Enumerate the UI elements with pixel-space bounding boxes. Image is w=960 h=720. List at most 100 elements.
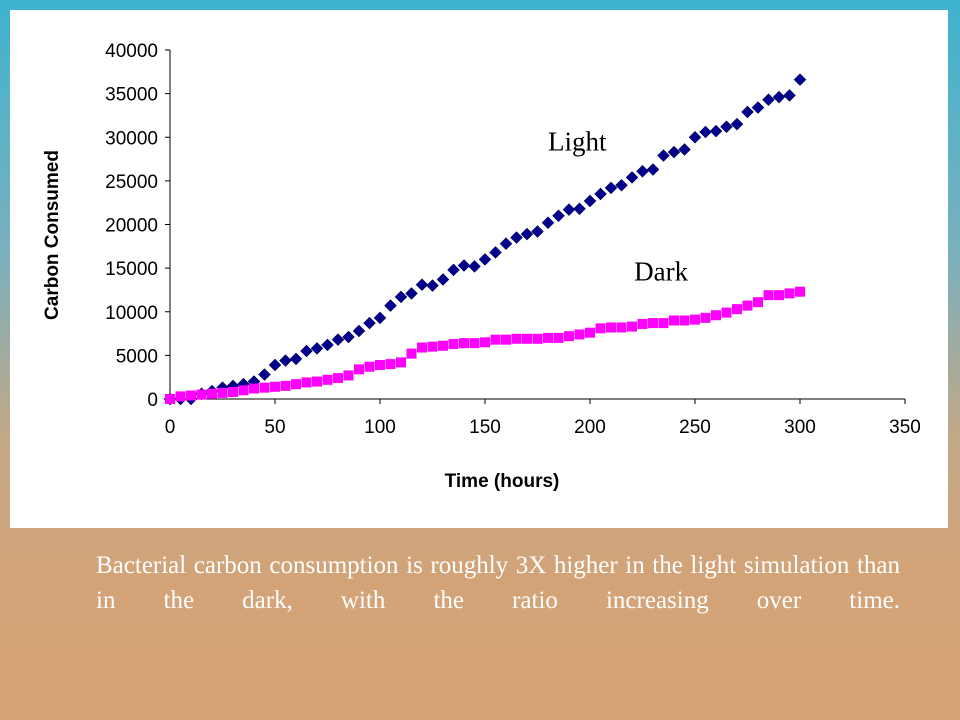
caption-text: Bacterial carbon consumption is roughly … <box>96 552 900 614</box>
dark-point <box>784 288 795 299</box>
light-point <box>762 93 775 107</box>
light-point <box>489 246 502 259</box>
series-dark <box>165 286 805 404</box>
dark-point <box>532 333 543 344</box>
series-layer <box>163 73 807 406</box>
y-tick-label: 25000 <box>105 172 158 193</box>
light-point <box>373 311 387 325</box>
y-axis-title: Carbon Consumed <box>42 150 63 320</box>
light-point <box>573 202 586 216</box>
light-point <box>499 237 513 251</box>
dark-point <box>270 381 280 392</box>
dark-point <box>165 394 175 404</box>
light-point <box>478 253 492 266</box>
light-point <box>709 124 723 138</box>
light-point <box>300 344 313 358</box>
dark-point <box>427 341 438 352</box>
dark-point <box>732 304 742 315</box>
annotation-light: Light <box>548 126 607 156</box>
dark-point <box>742 300 753 311</box>
dark-point <box>795 286 805 297</box>
light-point <box>321 338 334 352</box>
light-point <box>258 368 271 381</box>
dark-point <box>774 290 784 301</box>
light-point <box>279 354 292 367</box>
dark-point <box>175 391 186 402</box>
y-tick-label: 10000 <box>105 303 158 324</box>
dark-point <box>207 388 217 399</box>
dark-point <box>354 364 364 375</box>
light-point <box>457 259 471 272</box>
light-point <box>405 287 418 300</box>
dark-point <box>238 385 249 396</box>
x-tick-label: 0 <box>165 417 176 438</box>
light-point <box>688 130 702 144</box>
light-point <box>394 290 408 304</box>
y-tick-label: 40000 <box>105 41 158 62</box>
light-point <box>720 120 733 134</box>
light-point <box>468 260 481 273</box>
x-tick-label: 250 <box>679 417 711 438</box>
y-tick-label: 30000 <box>105 128 158 149</box>
dark-point <box>459 338 469 349</box>
dark-point <box>364 361 375 372</box>
dark-point <box>585 327 595 338</box>
light-point <box>751 101 765 114</box>
dark-point <box>669 315 679 326</box>
light-point <box>667 145 681 159</box>
light-point <box>783 89 796 102</box>
dark-point <box>217 387 228 398</box>
light-point <box>352 324 366 338</box>
light-point <box>342 330 355 344</box>
light-point <box>436 273 450 286</box>
dark-point <box>196 389 207 400</box>
dark-point <box>679 315 690 326</box>
dark-point <box>543 332 553 343</box>
dark-point <box>658 318 669 329</box>
light-point <box>541 216 555 230</box>
chart-panel: 0 5000 10000 15000 20000 25000 30000 35000 40000… <box>10 10 948 528</box>
light-point <box>426 279 439 292</box>
light-point <box>415 278 429 292</box>
dark-point <box>228 387 238 398</box>
light-point <box>447 263 460 277</box>
dark-point <box>438 340 448 351</box>
dark-point <box>574 329 585 340</box>
dark-point <box>511 333 522 344</box>
dark-point <box>448 339 459 350</box>
light-point <box>331 333 345 347</box>
y-ticks: 0 5000 10000 15000 20000 25000 30000 35000 40000 <box>105 41 170 411</box>
light-point <box>268 358 282 372</box>
y-tick-label: 0 <box>147 390 158 411</box>
series-light <box>163 73 807 406</box>
dark-point <box>186 390 196 401</box>
dark-point <box>301 377 312 388</box>
y-tick-label: 20000 <box>105 216 158 237</box>
dark-point <box>690 314 700 325</box>
light-point <box>384 299 397 312</box>
light-point <box>604 181 618 195</box>
dark-point <box>595 323 606 334</box>
dark-point <box>291 379 301 390</box>
dark-point <box>480 337 490 348</box>
light-point <box>625 171 639 184</box>
dark-point <box>385 359 396 370</box>
light-point <box>657 149 670 162</box>
dark-point <box>469 338 480 349</box>
dark-point <box>721 307 732 318</box>
dark-point <box>417 342 427 353</box>
light-point <box>520 227 534 241</box>
dark-point <box>375 359 385 370</box>
light-point <box>741 105 754 119</box>
x-tick-label: 350 <box>889 417 921 438</box>
x-tick-label: 150 <box>469 417 501 438</box>
light-point <box>730 117 744 131</box>
dark-point <box>564 331 574 342</box>
dark-point <box>333 373 343 384</box>
carbon-chart: 0 5000 10000 15000 20000 25000 30000 35000 40000… <box>42 41 921 492</box>
light-point <box>363 316 376 330</box>
dark-point <box>763 290 774 301</box>
dark-point <box>406 348 417 359</box>
dark-point <box>700 312 711 323</box>
dark-point <box>322 374 333 385</box>
